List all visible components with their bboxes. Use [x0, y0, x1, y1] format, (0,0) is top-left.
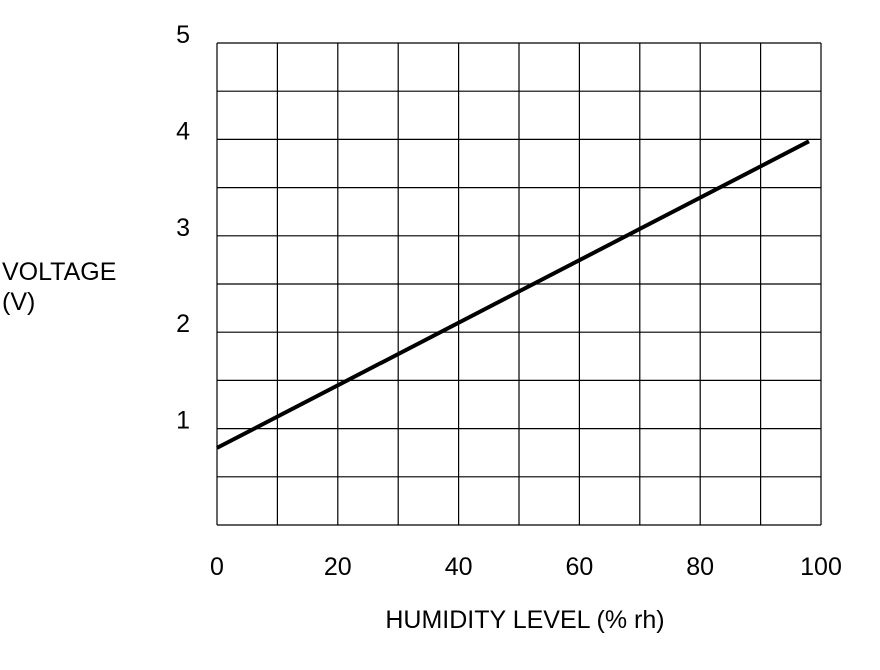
y-tick-label: 5: [176, 21, 190, 49]
x-tick-label: 0: [210, 553, 224, 581]
series-line: [216, 139, 810, 450]
x-tick-label: 60: [565, 553, 593, 581]
x-tick-label: 20: [324, 553, 352, 581]
x-tick-label: 100: [800, 553, 842, 581]
x-tick-label: 40: [445, 553, 473, 581]
y-tick-label: 2: [176, 310, 190, 338]
grid: [216, 42, 822, 526]
x-axis-title: HUMIDITY LEVEL (% rh): [385, 606, 664, 634]
x-tick-labels: 0 20 40 60 80 100: [210, 553, 842, 581]
y-tick-labels: 1 2 3 4 5: [176, 21, 190, 435]
series-group: [216, 139, 810, 450]
y-tick-label: 4: [176, 117, 190, 145]
y-axis-title-line-2: (V): [2, 288, 35, 316]
y-tick-label: 1: [176, 407, 190, 435]
y-tick-label: 3: [176, 214, 190, 242]
x-tick-label: 80: [686, 553, 714, 581]
y-axis-title-line-1: VOLTAGE: [2, 258, 116, 286]
